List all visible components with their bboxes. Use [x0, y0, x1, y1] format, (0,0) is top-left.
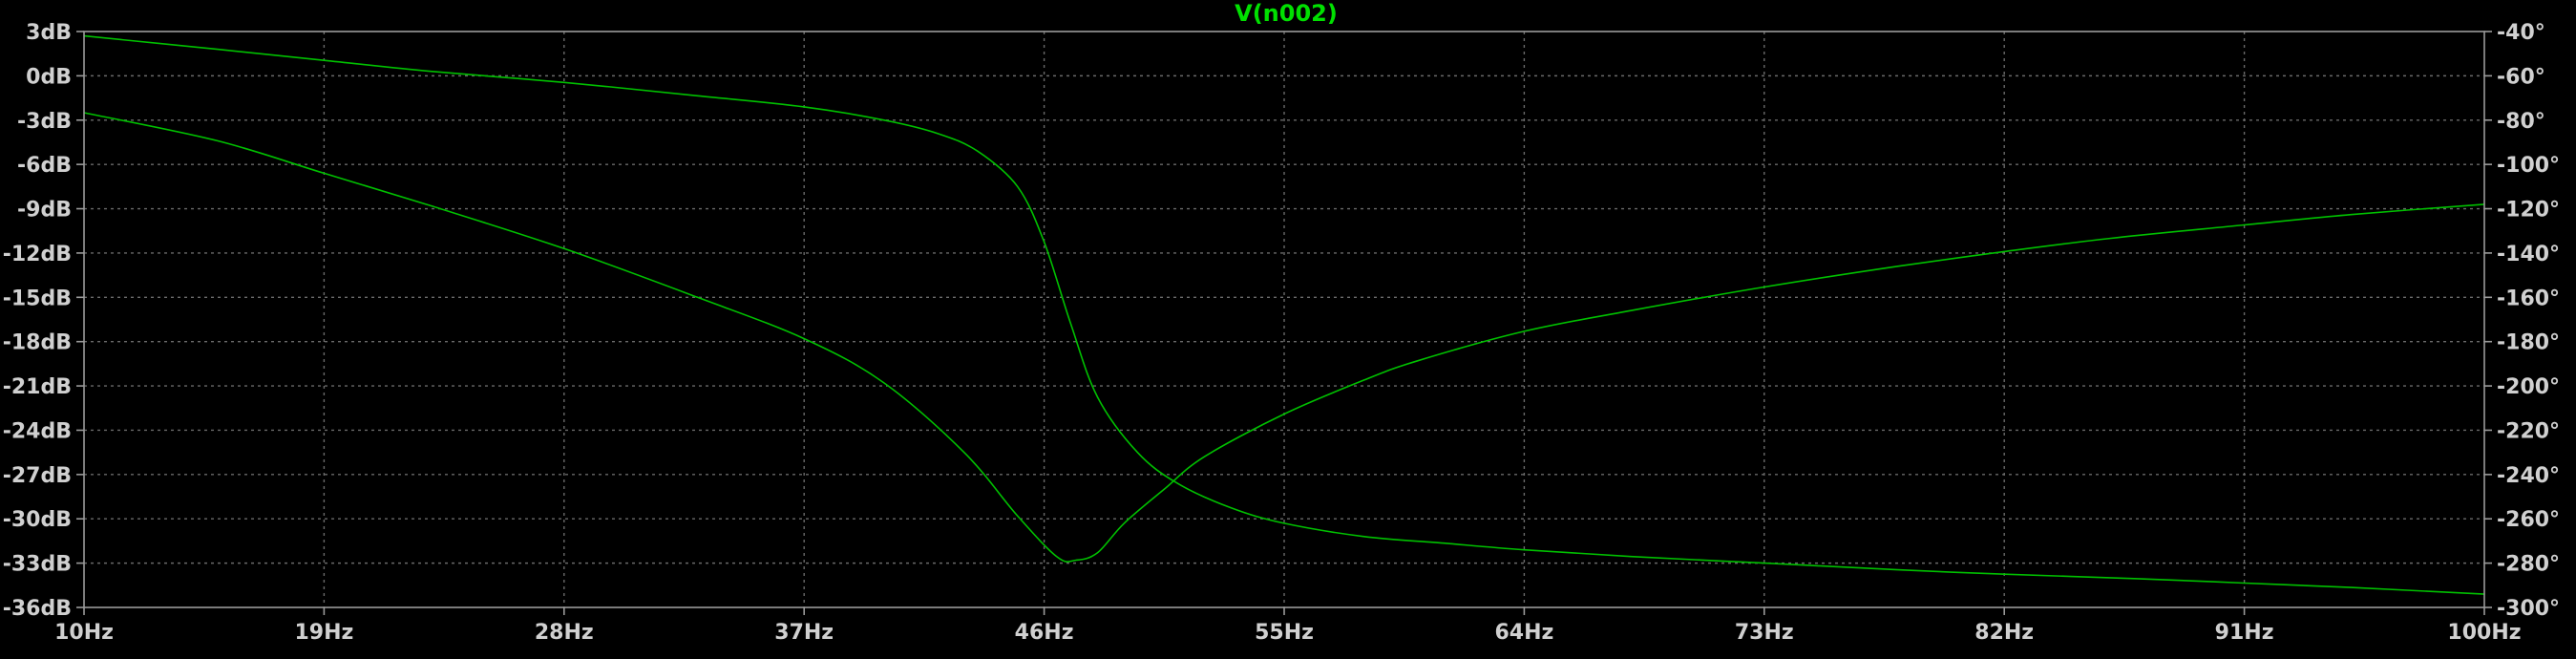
frame-layer [76, 31, 2492, 615]
y-left-tick-label: -21dB [3, 375, 72, 399]
phase-trace [83, 34, 2485, 595]
y-right-tick-label: -160° [2497, 287, 2560, 310]
y-right-tick-label: -260° [2497, 508, 2560, 532]
x-tick-label: 37Hz [774, 621, 834, 645]
x-tick-label: 73Hz [1735, 621, 1794, 645]
y-right-tick-label: -300° [2497, 597, 2560, 621]
y-left-tick-label: -36dB [3, 597, 72, 621]
x-tick-label: 19Hz [294, 621, 353, 645]
y-left-tick-label: -3dB [17, 110, 72, 134]
y-left-tick-label: -6dB [17, 154, 72, 178]
plot-frame [83, 31, 2485, 608]
x-tick-label: 100Hz [2447, 621, 2521, 645]
y-right-tick-label: -40° [2497, 21, 2545, 45]
y-right-tick-label: -180° [2497, 331, 2560, 355]
y-right-tick-label: -280° [2497, 553, 2560, 577]
y-left-tick-label: 0dB [26, 65, 72, 89]
y-left-tick-label: -27dB [3, 464, 72, 488]
x-tick-label: 91Hz [2215, 621, 2274, 645]
y-left-tick-label: -9dB [17, 199, 72, 223]
y-left-tick-label: -24dB [3, 419, 72, 443]
x-tick-label: 10Hz [54, 621, 114, 645]
y-right-tick-label: -140° [2497, 243, 2560, 266]
grid-layer [84, 32, 2484, 607]
x-tick-label: 28Hz [535, 621, 594, 645]
y-left-tick-label: -18dB [3, 331, 72, 355]
x-tick-label: 55Hz [1255, 621, 1314, 645]
y-left-tick-label: 3dB [26, 21, 72, 45]
magnitude-trace [83, 112, 2485, 563]
x-tick-label: 82Hz [1974, 621, 2034, 645]
y-right-tick-label: -120° [2497, 199, 2560, 223]
y-right-tick-label: -60° [2497, 65, 2545, 89]
chart-title: V(n002) [1235, 0, 1338, 27]
y-right-tick-label: -200° [2497, 375, 2560, 399]
trace-layer [83, 34, 2485, 595]
y-right-tick-label: -100° [2497, 154, 2560, 178]
y-left-tick-label: -15dB [3, 287, 72, 310]
x-tick-label: 46Hz [1015, 621, 1074, 645]
y-left-tick-label: -12dB [3, 243, 72, 266]
label-layer: 10Hz 19Hz 28Hz 37Hz 46Hz 55Hz 64Hz 73Hz 82Hz 91Hz… [3, 21, 2560, 645]
y-left-tick-label: -33dB [3, 553, 72, 577]
y-right-tick-label: -80° [2497, 110, 2545, 134]
y-left-tick-label: -30dB [3, 508, 72, 532]
x-tick-label: 64Hz [1494, 621, 1553, 645]
y-right-tick-label: -220° [2497, 419, 2560, 443]
y-right-tick-label: -240° [2497, 464, 2560, 488]
